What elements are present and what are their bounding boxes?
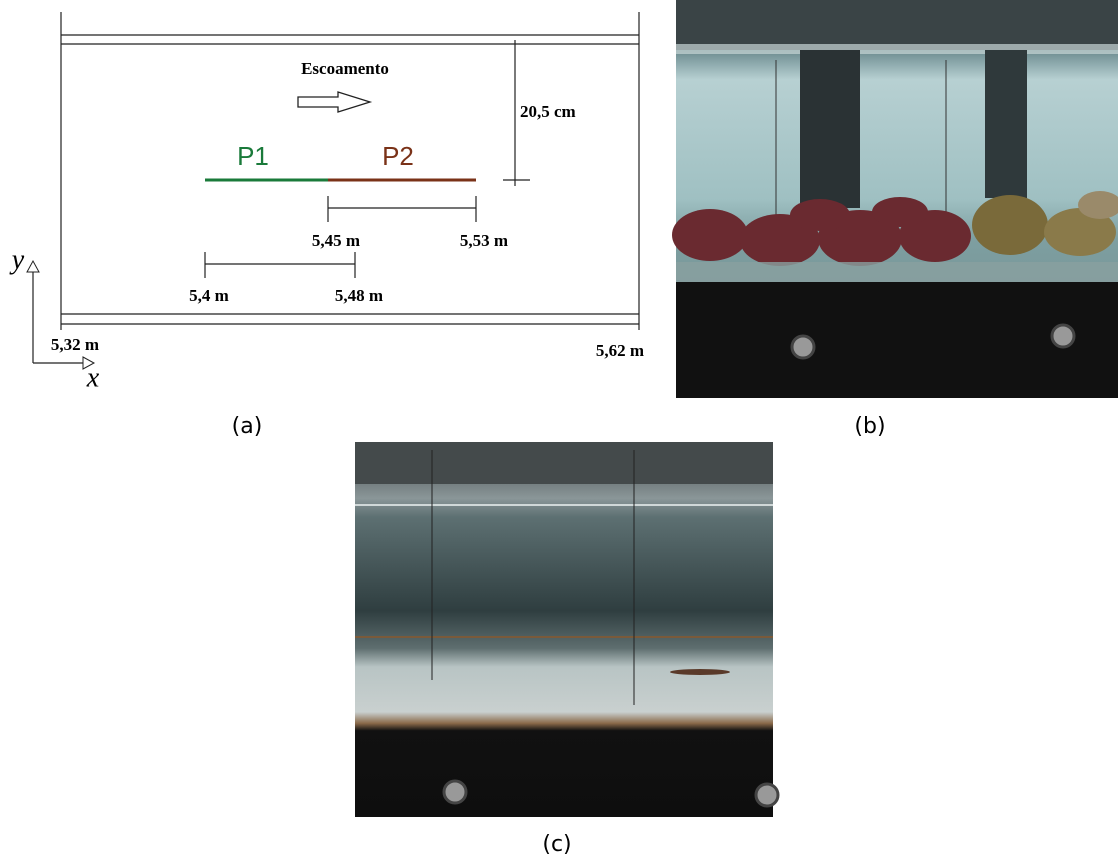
flow-arrow xyxy=(298,92,370,112)
dimension-label: 5,4 m xyxy=(189,286,229,305)
dimension-label: 5,45 m xyxy=(312,231,360,250)
dimension-label: 5,53 m xyxy=(460,231,508,250)
depth-label: 20,5 cm xyxy=(520,102,576,121)
channel-start-label: 5,32 m xyxy=(51,335,99,354)
figure: Escoamento 20,5 cm P1 P2 5,45 m 5,53 m 5… xyxy=(0,0,1118,859)
caption: (b) xyxy=(854,414,885,439)
y-arrow xyxy=(27,261,39,272)
flow-label: Escoamento xyxy=(301,59,389,78)
caption: (c) xyxy=(542,832,571,857)
caption: (a) xyxy=(232,414,263,439)
channel-end-label: 5,62 m xyxy=(596,341,644,360)
profile-label: P1 xyxy=(237,141,269,171)
photo-b xyxy=(672,0,1118,398)
photo-c xyxy=(355,442,778,817)
profile-label: P2 xyxy=(382,141,414,171)
dimension-label: 5,48 m xyxy=(335,286,383,305)
x-axis-label: x xyxy=(86,362,100,393)
channel-diagram: Escoamento 20,5 cm P1 P2 5,45 m 5,53 m 5… xyxy=(9,12,644,393)
y-axis-label: y xyxy=(9,244,25,275)
